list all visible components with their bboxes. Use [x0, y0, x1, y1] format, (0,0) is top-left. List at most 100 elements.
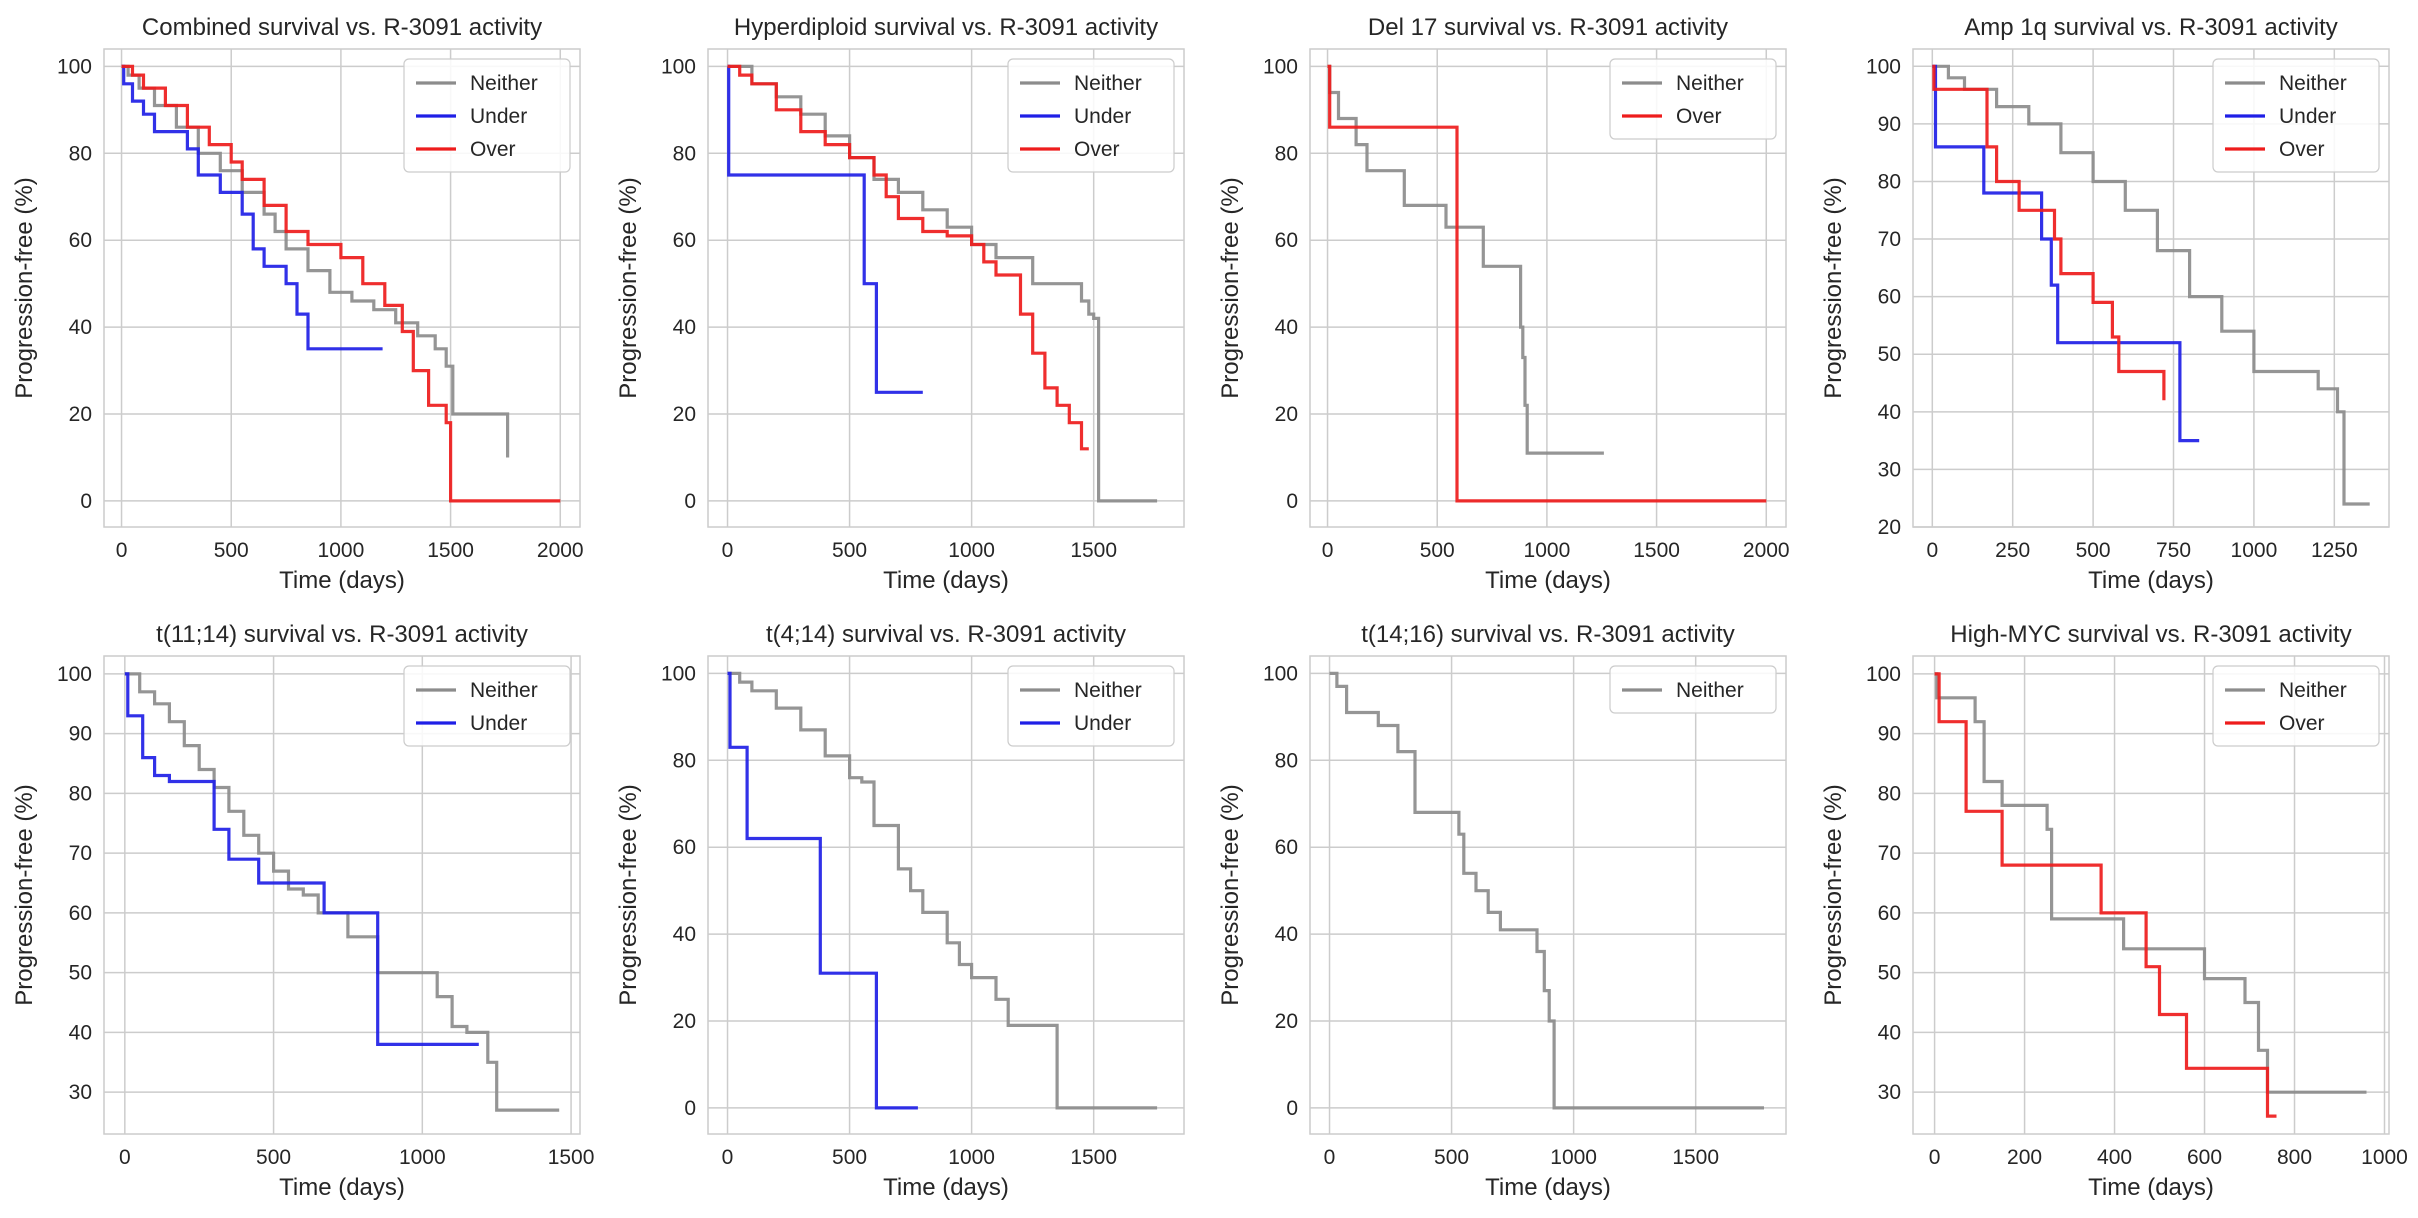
chart-panel-4: 0 250 500 750 1000 1250 20 30 40 50 60 70 80 90 100 Amp…	[1820, 14, 2390, 594]
x-axis-label: Time (days)	[883, 567, 1009, 594]
chart-title: t(4;14) survival vs. R-3091 activity	[766, 621, 1126, 648]
y-tick-label: 20	[1275, 1010, 1298, 1033]
legend: Neither Over	[2212, 665, 2380, 747]
y-tick-label: 100	[1866, 55, 1901, 78]
y-tick-label: 20	[673, 403, 696, 426]
x-axis-label: Time (days)	[279, 567, 405, 594]
legend-label-neither: Neither	[1676, 679, 1744, 702]
y-tick-label: 70	[1878, 842, 1901, 865]
y-tick-label: 40	[69, 316, 92, 339]
y-axis-label: Progression-free (%)	[11, 784, 38, 1005]
x-axis-label: Time (days)	[883, 1174, 1009, 1201]
legend-label-neither: Neither	[1074, 679, 1142, 702]
x-tick-label: 1500	[1070, 539, 1117, 562]
y-tick-label: 60	[1275, 836, 1298, 859]
x-tick-label: 0	[1929, 1146, 1941, 1169]
series-line-under	[727, 671, 918, 1110]
y-tick-label: 60	[1878, 902, 1901, 925]
legend: Neither Under Over	[1007, 58, 1175, 173]
chart-title: Del 17 survival vs. R-3091 activity	[1368, 14, 1728, 41]
x-tick-label: 1000	[948, 539, 995, 562]
y-tick-label: 60	[69, 229, 92, 252]
chart-title: Amp 1q survival vs. R-3091 activity	[1964, 14, 2337, 41]
x-tick-label: 1000	[399, 1146, 446, 1169]
y-tick-label: 60	[673, 229, 696, 252]
x-tick-label: 750	[2156, 539, 2191, 562]
x-tick-label: 500	[2076, 539, 2111, 562]
legend-label-under: Under	[470, 105, 527, 128]
y-axis-label: Progression-free (%)	[1217, 177, 1244, 398]
legend: Neither Under Over	[403, 58, 571, 173]
y-tick-label: 40	[1275, 316, 1298, 339]
y-tick-label: 80	[1878, 170, 1901, 193]
legend-label-over: Over	[1676, 105, 1722, 128]
x-tick-label: 0	[722, 1146, 734, 1169]
chart-panel-8: 0 200 400 600 800 1000 30 40 50 60 70 80 90 100 High-M…	[1820, 621, 2408, 1201]
x-tick-label: 500	[256, 1146, 291, 1169]
plot-frame	[1912, 48, 2390, 528]
series-line-over	[1932, 64, 2166, 401]
x-tick-label: 1500	[1070, 1146, 1117, 1169]
x-axis-label: Time (days)	[1485, 567, 1611, 594]
chart-panel-3: 0 500 1000 1500 2000 0 20 40 60 80 100 Del 17 survi…	[1217, 14, 1790, 594]
series-line-under	[121, 64, 383, 351]
y-tick-label: 100	[57, 55, 92, 78]
x-tick-label: 1000	[1550, 1146, 1597, 1169]
x-tick-label: 1000	[1524, 539, 1571, 562]
plot-frame	[707, 655, 1185, 1135]
x-tick-label: 500	[214, 539, 249, 562]
y-tick-label: 20	[673, 1010, 696, 1033]
chart-title: Hyperdiploid survival vs. R-3091 activit…	[734, 14, 1158, 41]
y-axis-label: Progression-free (%)	[11, 177, 38, 398]
y-tick-label: 60	[673, 836, 696, 859]
x-tick-label: 1500	[1633, 539, 1680, 562]
series-line-neither	[1932, 64, 2370, 506]
y-tick-label: 80	[1275, 749, 1298, 772]
legend-box	[2212, 58, 2380, 173]
x-axis-label: Time (days)	[2088, 1174, 2214, 1201]
y-axis-label: Progression-free (%)	[615, 784, 642, 1005]
series-line-neither	[727, 671, 1158, 1110]
plot-frame	[1309, 48, 1787, 528]
legend-label-neither: Neither	[1676, 72, 1744, 95]
plot-frame	[103, 48, 581, 528]
x-tick-label: 500	[1434, 1146, 1469, 1169]
plot-frame	[1309, 655, 1787, 1135]
legend-label-neither: Neither	[2279, 72, 2347, 95]
x-tick-label: 0	[1322, 539, 1334, 562]
y-tick-label: 20	[1275, 403, 1298, 426]
chart-panel-2: 0 500 1000 1500 0 20 40 60 80 100 Hyperdiploid sur…	[615, 14, 1185, 594]
x-tick-label: 1000	[318, 539, 365, 562]
y-tick-label: 40	[1878, 1021, 1901, 1044]
x-tick-label: 0	[722, 539, 734, 562]
y-tick-label: 90	[1878, 723, 1901, 746]
x-tick-label: 400	[2097, 1146, 2132, 1169]
x-tick-label: 1000	[948, 1146, 995, 1169]
x-tick-label: 500	[832, 1146, 867, 1169]
y-tick-label: 30	[1878, 458, 1901, 481]
y-tick-label: 80	[1275, 142, 1298, 165]
y-tick-label: 60	[69, 902, 92, 925]
plot-frame	[707, 48, 1185, 528]
x-tick-label: 800	[2277, 1146, 2312, 1169]
y-tick-label: 80	[673, 749, 696, 772]
legend-box	[403, 665, 571, 747]
plot-frame	[1912, 655, 2390, 1135]
y-tick-label: 100	[661, 55, 696, 78]
y-tick-label: 90	[69, 723, 92, 746]
y-tick-label: 60	[1275, 229, 1298, 252]
y-tick-label: 90	[1878, 113, 1901, 136]
x-tick-label: 0	[119, 1146, 131, 1169]
legend-label-under: Under	[2279, 105, 2336, 128]
y-axis-label: Progression-free (%)	[1820, 177, 1847, 398]
plot-frame	[103, 655, 581, 1135]
legend-label-under: Under	[470, 712, 527, 735]
y-tick-label: 0	[1286, 490, 1298, 513]
series-line-under	[124, 672, 479, 1046]
series-line-neither	[1327, 64, 1604, 455]
y-tick-label: 50	[1878, 962, 1901, 985]
x-tick-label: 500	[1420, 539, 1455, 562]
legend: Neither Under	[1007, 665, 1175, 747]
y-tick-label: 0	[80, 490, 92, 513]
